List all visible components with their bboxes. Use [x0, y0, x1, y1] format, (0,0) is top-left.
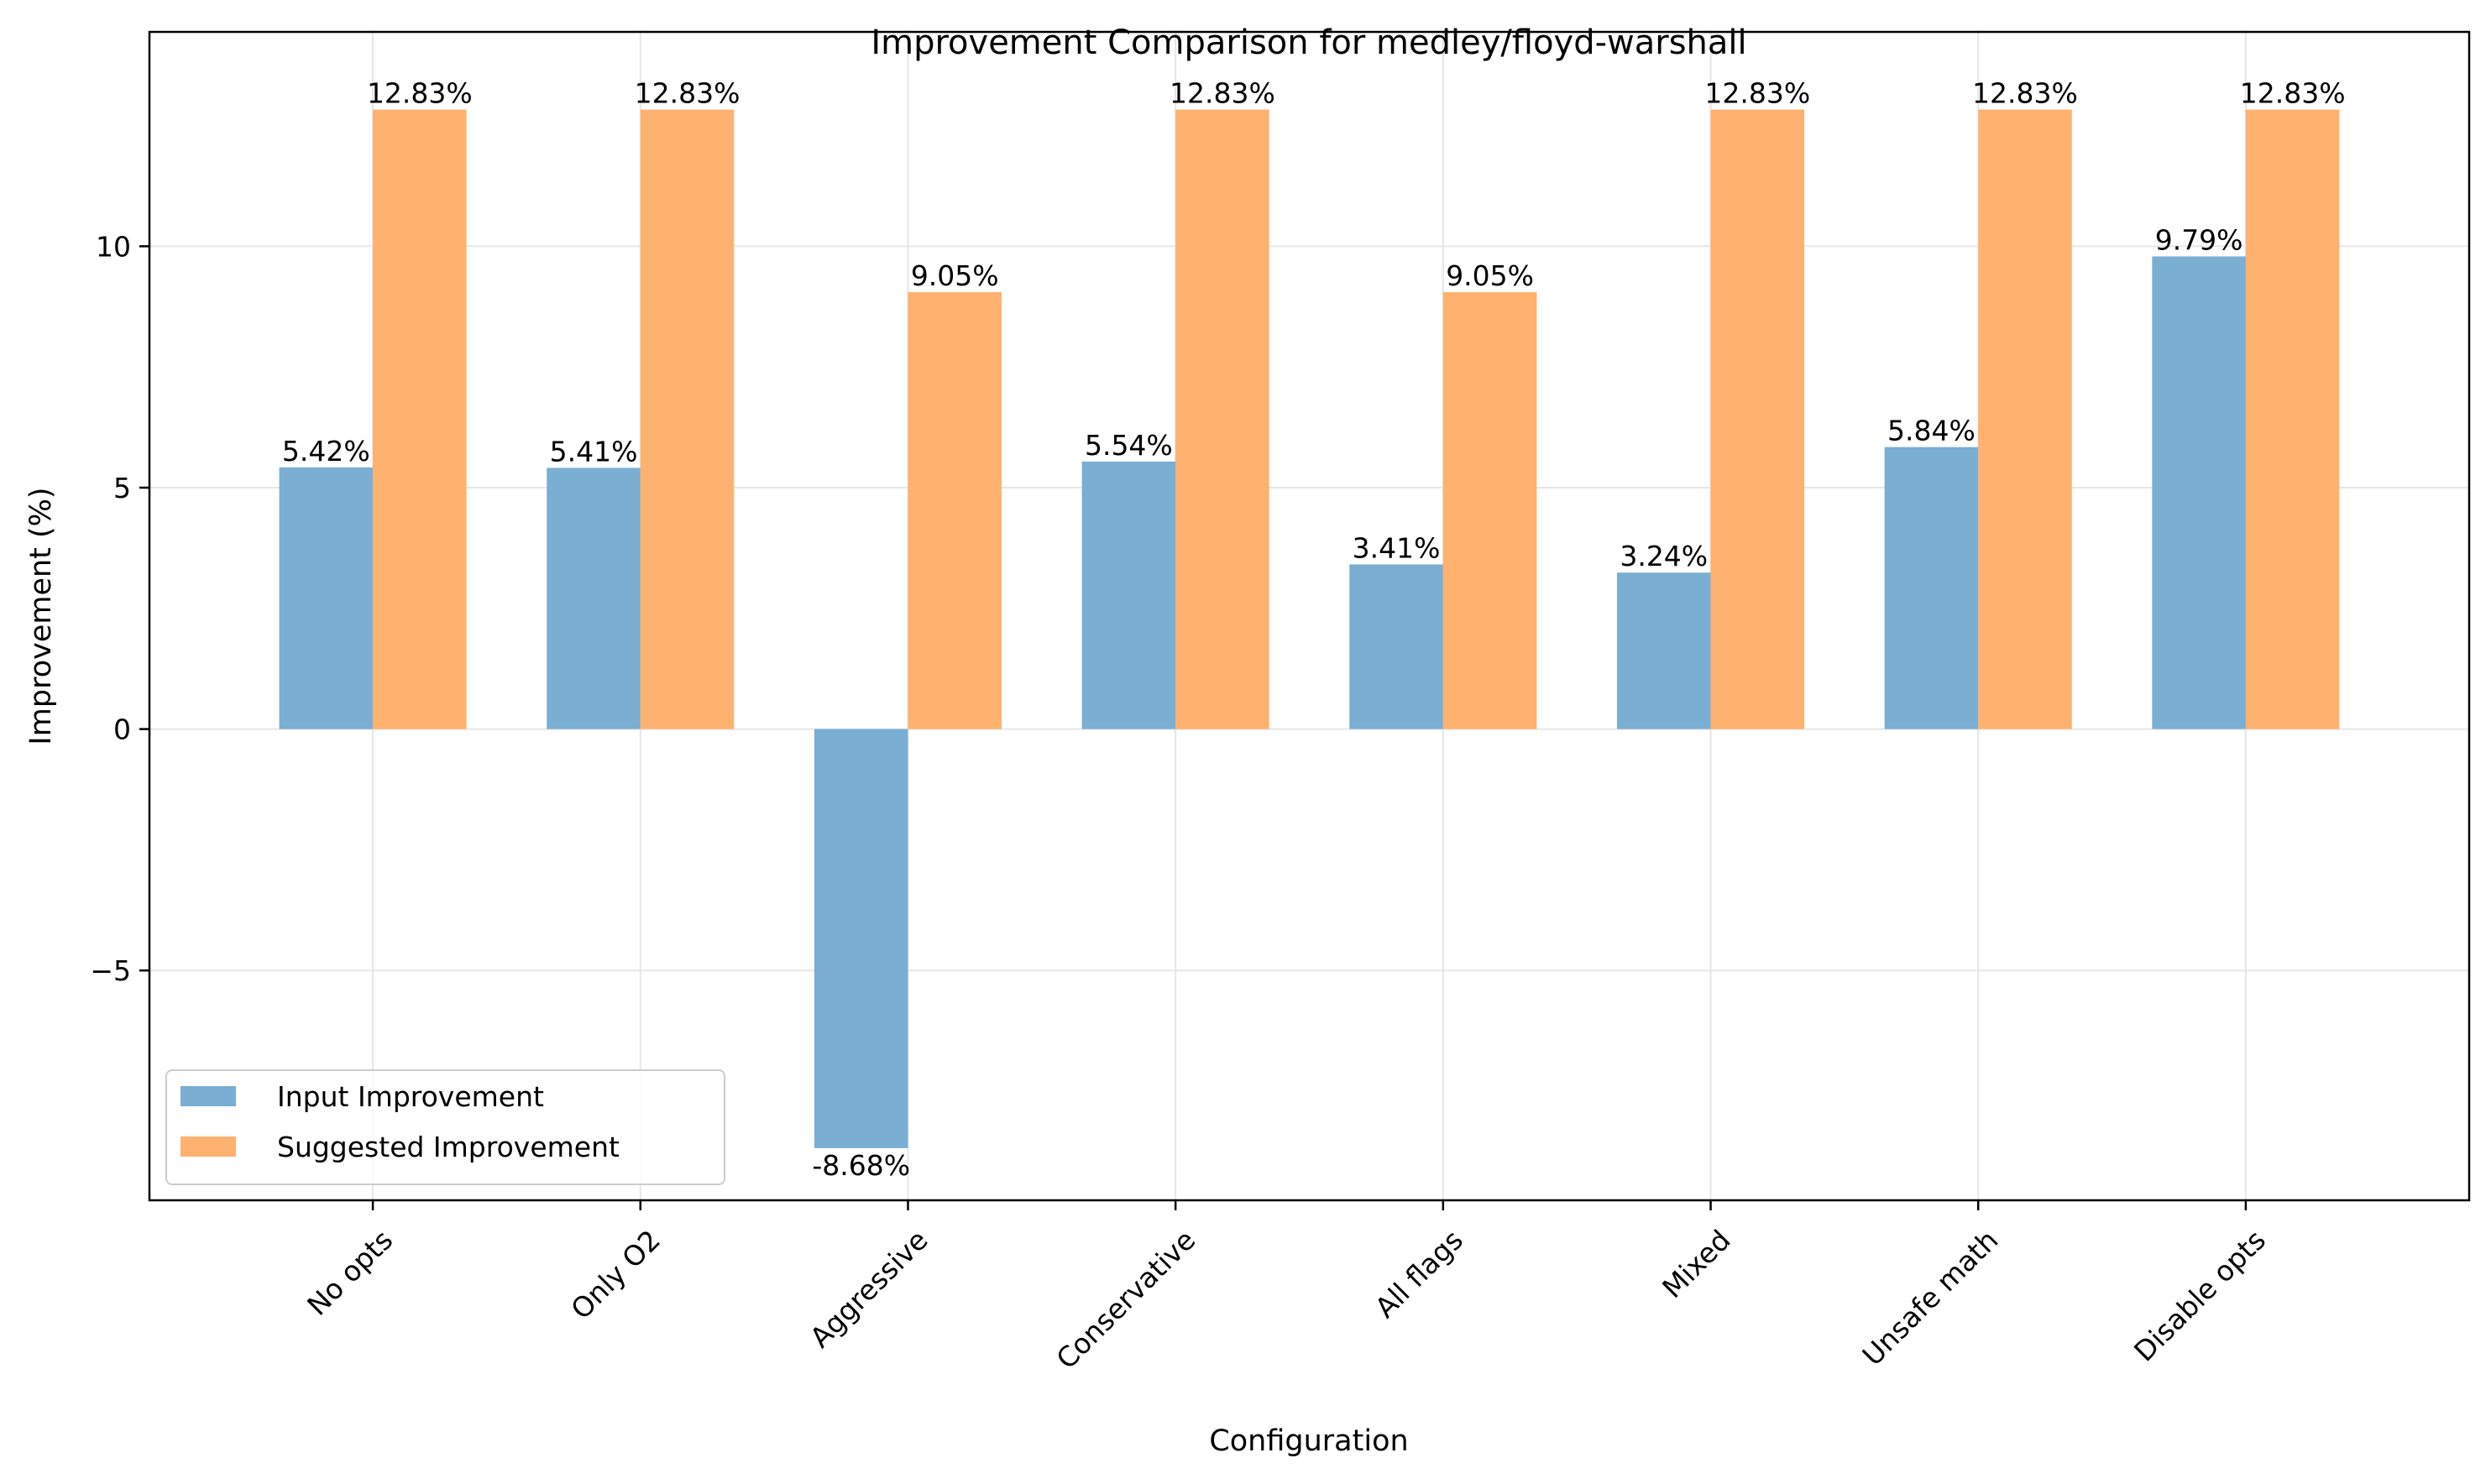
x-axis-label: Configuration	[1209, 1424, 1408, 1458]
bar-suggested-improvement	[908, 292, 1002, 729]
bar-input-improvement	[2152, 256, 2246, 729]
bar-value-label: -8.68%	[812, 1149, 910, 1182]
bar-value-label: 9.05%	[1446, 259, 1534, 292]
bar-suggested-improvement	[640, 109, 735, 729]
bar-value-label: 12.83%	[1704, 77, 1810, 110]
bar-value-label: 12.83%	[367, 77, 473, 110]
bar-value-label: 9.05%	[911, 259, 999, 292]
bar-suggested-improvement	[1442, 292, 1537, 729]
plot-frame	[148, 30, 2471, 1202]
bar-value-label: 5.41%	[550, 435, 638, 468]
legend-label-suggested: Suggested Improvement	[277, 1131, 620, 1163]
bar-input-improvement	[1616, 572, 1711, 729]
bar-suggested-improvement	[1710, 109, 1805, 729]
bar-input-improvement	[547, 468, 641, 729]
bar-input-improvement	[1349, 564, 1443, 729]
legend-swatch-suggested	[181, 1137, 236, 1157]
bar-input-improvement	[279, 467, 374, 729]
legend: Input Improvement Suggested Improvement	[165, 1069, 725, 1185]
bar-value-labels: 5.42% 5.41% -8.68% 5.54% 3.41% 3.24% 5.84% 9.79…	[282, 77, 2346, 1182]
bar-value-label: 3.24%	[1620, 540, 1708, 572]
bar-suggested-improvement	[1978, 109, 2072, 729]
bar-input-improvement	[1081, 461, 1176, 729]
y-tick-label: 10	[96, 230, 131, 263]
bar-value-label: 12.83%	[635, 77, 740, 110]
y-tick-label: 5	[113, 472, 131, 504]
bar-value-label: 12.83%	[2240, 77, 2346, 110]
bar-input-improvement	[1884, 447, 1979, 729]
bar-suggested-improvement	[1175, 109, 1269, 729]
bar-value-label: 5.54%	[1085, 429, 1173, 462]
bars	[279, 109, 2340, 1148]
bar-value-label: 12.83%	[1170, 77, 1275, 110]
bar-value-label: 5.84%	[1887, 415, 1976, 447]
bar-suggested-improvement	[373, 109, 467, 729]
y-tick-label: 0	[113, 713, 131, 746]
bar-value-label: 9.79%	[2155, 223, 2243, 256]
legend-box	[165, 1069, 725, 1185]
y-axis-label: Improvement (%)	[24, 487, 58, 745]
bar-value-label: 5.42%	[282, 435, 370, 468]
chart-title: Improvement Comparison for medley/floyd-…	[871, 24, 1746, 62]
bar-suggested-improvement	[2245, 109, 2340, 729]
legend-swatch-input	[181, 1086, 236, 1106]
bar-value-label: 12.83%	[1972, 77, 2078, 110]
y-tick-label: −5	[90, 954, 131, 987]
bar-value-label: 3.41%	[1353, 531, 1441, 564]
legend-label-input: Input Improvement	[277, 1080, 544, 1113]
bar-input-improvement	[814, 729, 908, 1148]
